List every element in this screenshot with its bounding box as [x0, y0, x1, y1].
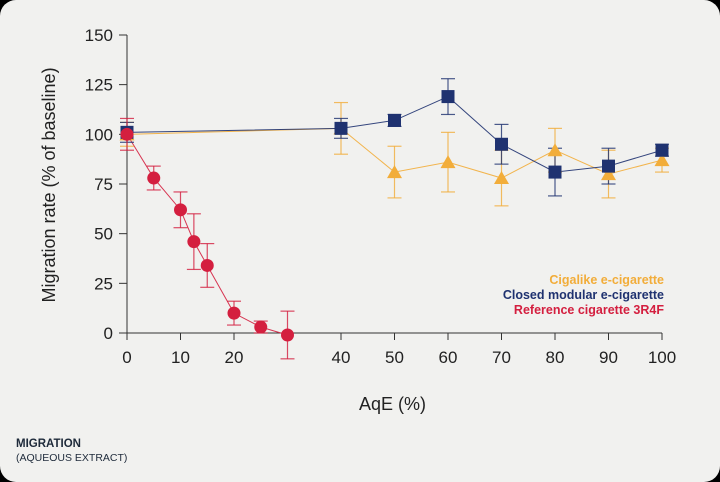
series-line [126, 127, 663, 179]
y-axis-label: Migration rate (% of baseline) [39, 67, 59, 302]
data-point-square [602, 159, 615, 173]
legend-entry: Closed modular e-cigarette [503, 288, 664, 302]
data-point-square [548, 165, 562, 179]
data-point-circle [120, 127, 134, 141]
data-point-square [441, 90, 455, 104]
caption-title: MIGRATION [16, 438, 81, 450]
data-point-circle [200, 258, 214, 272]
data-point-triangle [494, 171, 509, 185]
data-point-circle [227, 306, 241, 320]
y-tick-label: 125 [85, 76, 113, 95]
caption-subtitle: (AQUEOUS EXTRACT) [16, 452, 128, 464]
data-point-triangle [440, 155, 456, 169]
data-point-square [334, 121, 348, 135]
caption: MIGRATION (AQUEOUS EXTRACT) [16, 437, 127, 465]
data-point-square [655, 143, 669, 157]
legend-entry: Cigalike e-cigarette [549, 273, 664, 287]
x-tick-label: 100 [648, 348, 676, 367]
legend-entry: Reference cigarette 3R4F [514, 303, 664, 317]
x-tick-label: 60 [439, 348, 458, 367]
data-point-triangle [387, 165, 402, 179]
x-tick-label: 40 [332, 348, 351, 367]
data-point-triangle [601, 167, 616, 181]
y-tick-label: 0 [104, 324, 113, 343]
x-tick-label: 0 [122, 348, 131, 367]
x-tick-label: 70 [492, 348, 511, 367]
data-point-circle [187, 235, 201, 249]
data-point-circle [254, 320, 268, 334]
y-tick-label: 150 [85, 26, 113, 45]
data-point-triangle [547, 143, 563, 157]
series-line [126, 134, 288, 336]
x-tick-label: 80 [546, 348, 565, 367]
x-tick-label: 10 [171, 348, 190, 367]
x-tick-label: 90 [599, 348, 618, 367]
x-tick-label: 50 [385, 348, 404, 367]
y-tick-label: 50 [94, 225, 113, 244]
y-tick-label: 75 [94, 175, 113, 194]
x-axis-label: AqE (%) [359, 394, 426, 414]
data-point-square [388, 113, 401, 127]
data-point-circle [147, 171, 161, 185]
data-point-triangle [654, 153, 670, 167]
x-tick-label: 20 [225, 348, 244, 367]
series-line [126, 95, 663, 173]
data-point-circle [281, 328, 294, 342]
y-tick-label: 25 [94, 274, 113, 293]
y-tick-label: 100 [85, 125, 113, 144]
data-point-square [495, 137, 508, 151]
data-point-circle [174, 203, 187, 217]
